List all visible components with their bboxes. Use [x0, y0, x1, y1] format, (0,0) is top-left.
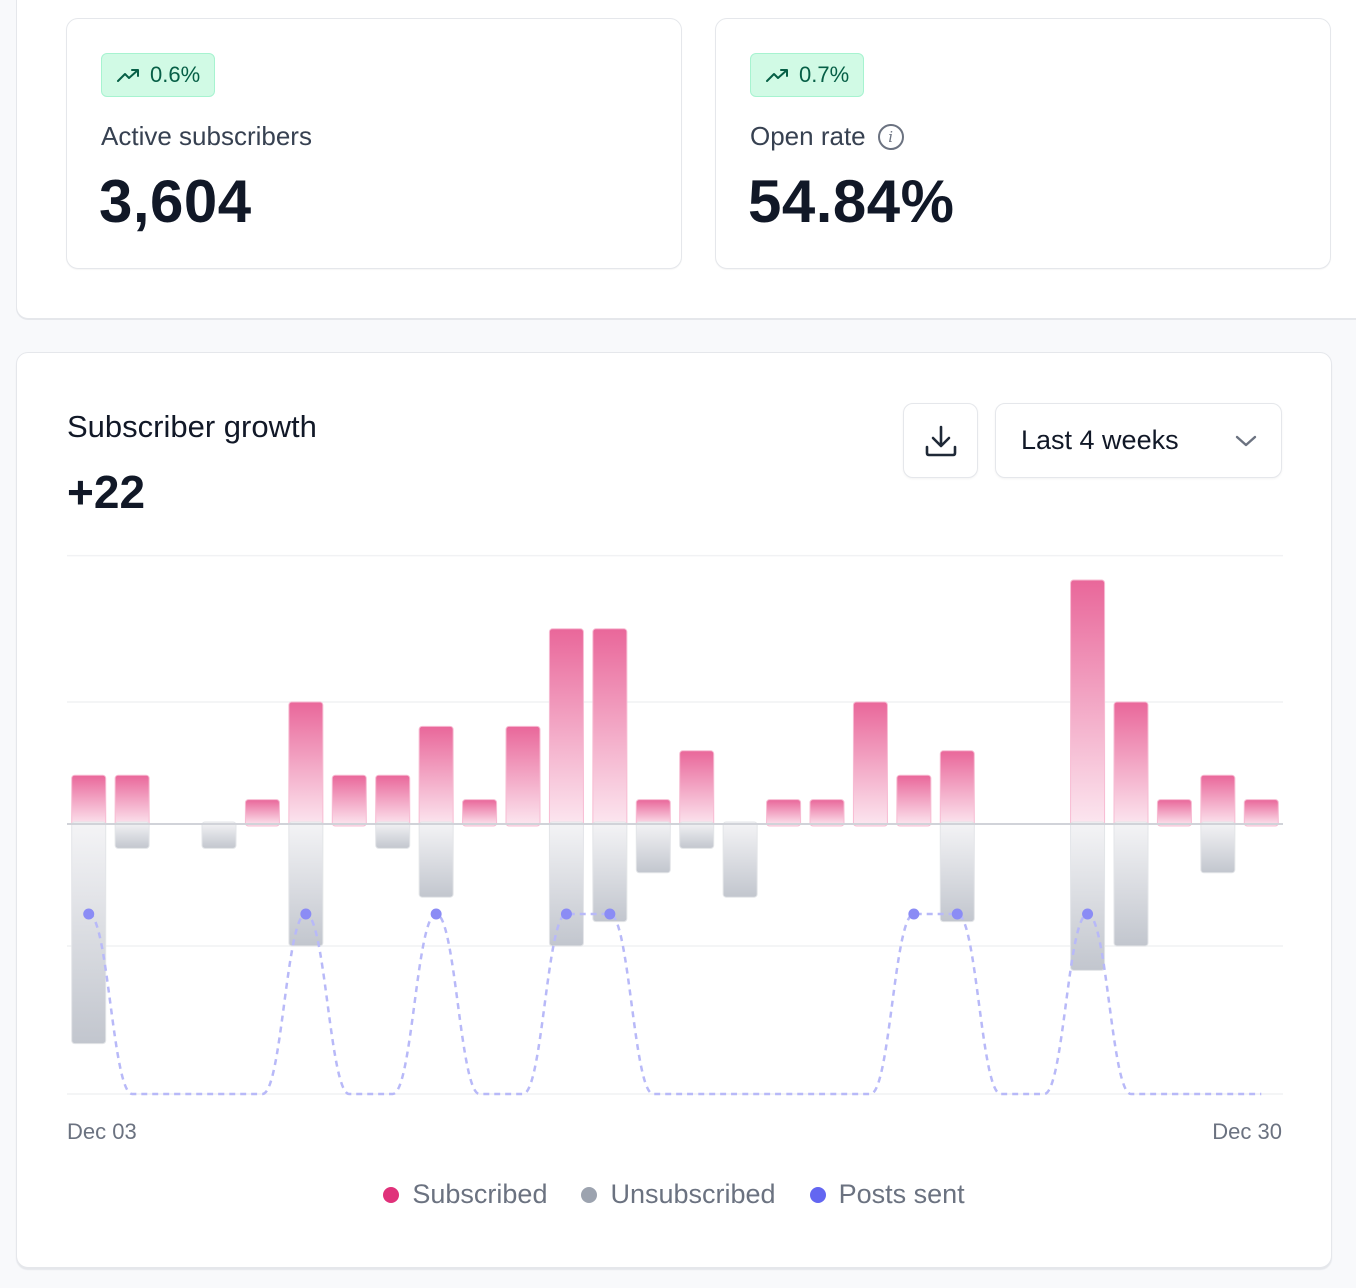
posts-sent-point[interactable] — [430, 908, 442, 920]
bar-subscribed[interactable] — [505, 725, 541, 827]
download-icon — [925, 425, 956, 456]
bar-subscribed[interactable] — [809, 799, 845, 827]
bar-unsubscribed[interactable] — [418, 821, 454, 898]
bar-unsubscribed[interactable] — [375, 821, 411, 849]
bar-subscribed[interactable] — [1200, 774, 1236, 827]
bar-subscribed[interactable] — [1070, 579, 1106, 827]
bar-subscribed[interactable] — [71, 774, 107, 827]
trend-up-icon — [117, 69, 139, 82]
bar-unsubscribed[interactable] — [939, 821, 975, 923]
posts-sent-point[interactable] — [604, 908, 616, 920]
change-value: 0.6% — [150, 62, 201, 87]
subscriber-growth-panel: Subscriber growth +22 Last 4 weeks Dec 0… — [16, 352, 1332, 1268]
legend-dot-subscribed — [383, 1186, 400, 1203]
legend-item-subscribed[interactable]: Subscribed — [383, 1179, 547, 1210]
bar-subscribed[interactable] — [1156, 799, 1192, 827]
change-value: 0.7% — [799, 62, 850, 87]
bar-subscribed[interactable] — [114, 774, 150, 827]
change-badge: 0.7% — [750, 53, 865, 97]
x-tick-start: Dec 03 — [67, 1119, 137, 1144]
legend-dot-unsubscribed — [581, 1186, 598, 1203]
legend-label: Subscribed — [412, 1179, 548, 1209]
posts-sent-point[interactable] — [908, 908, 920, 920]
x-tick-end: Dec 30 — [1212, 1119, 1282, 1144]
stat-label-text: Open rate — [750, 121, 866, 151]
bar-subscribed[interactable] — [896, 774, 932, 827]
bar-unsubscribed[interactable] — [71, 821, 107, 1045]
bar-subscribed[interactable] — [462, 799, 498, 827]
bar-unsubscribed[interactable] — [201, 821, 237, 849]
change-badge: 0.6% — [101, 53, 216, 97]
stat-label: Open rate i — [750, 121, 904, 152]
bar-subscribed[interactable] — [1243, 799, 1279, 827]
stat-label: Active subscribers — [101, 121, 312, 152]
info-icon[interactable]: i — [877, 123, 904, 150]
bar-subscribed[interactable] — [244, 799, 280, 827]
bar-unsubscribed[interactable] — [592, 821, 628, 923]
chart-title: Subscriber growth — [67, 409, 317, 444]
bar-subscribed[interactable] — [852, 701, 888, 827]
chevron-down-icon — [1235, 435, 1257, 446]
legend-item-unsubscribed[interactable]: Unsubscribed — [581, 1179, 776, 1210]
bar-unsubscribed[interactable] — [635, 821, 671, 874]
posts-sent-line — [88, 912, 1262, 1096]
stat-value: 54.84% — [748, 168, 955, 235]
legend-dot-posts — [809, 1186, 826, 1203]
posts-sent-point[interactable] — [951, 908, 963, 920]
growth-total: +22 — [67, 466, 146, 518]
subscriber-growth-chart: Dec 03 Dec 30 — [67, 554, 1283, 1144]
trend-up-icon — [766, 69, 788, 82]
bar-subscribed[interactable] — [288, 701, 324, 827]
bar-unsubscribed[interactable] — [1070, 821, 1106, 971]
stat-card-open-rate: 0.7% Open rate i 54.84% — [715, 18, 1331, 269]
chart-legend: Subscribed Unsubscribed Posts sent — [17, 1179, 1331, 1210]
legend-label: Posts sent — [838, 1179, 965, 1209]
bar-unsubscribed[interactable] — [722, 821, 758, 898]
bar-subscribed[interactable] — [548, 628, 584, 827]
bar-subscribed[interactable] — [592, 628, 628, 827]
download-button[interactable] — [903, 403, 978, 478]
bar-unsubscribed[interactable] — [548, 821, 584, 947]
stat-card-active-subscribers: 0.6% Active subscribers 3,604 — [66, 18, 682, 269]
date-range-value: Last 4 weeks — [1021, 425, 1179, 455]
stat-value: 3,604 — [99, 168, 252, 235]
posts-sent-point[interactable] — [560, 908, 572, 920]
bar-subscribed[interactable] — [375, 774, 411, 827]
bar-subscribed[interactable] — [939, 750, 975, 827]
bar-subscribed[interactable] — [679, 750, 715, 827]
posts-sent-point[interactable] — [1082, 908, 1094, 920]
bar-subscribed[interactable] — [418, 725, 454, 827]
bar-unsubscribed[interactable] — [114, 821, 150, 849]
legend-item-posts-sent[interactable]: Posts sent — [809, 1179, 965, 1210]
date-range-select[interactable]: Last 4 weeks — [995, 403, 1282, 478]
bar-unsubscribed[interactable] — [679, 821, 715, 849]
stat-label-text: Active subscribers — [101, 121, 312, 151]
bar-subscribed[interactable] — [331, 774, 367, 827]
bar-unsubscribed[interactable] — [1200, 821, 1236, 874]
posts-sent-point[interactable] — [300, 908, 312, 920]
bar-unsubscribed[interactable] — [1113, 821, 1149, 947]
bar-subscribed[interactable] — [766, 799, 802, 827]
bar-subscribed[interactable] — [1113, 701, 1149, 827]
posts-sent-point[interactable] — [83, 908, 95, 920]
bar-unsubscribed[interactable] — [288, 821, 324, 947]
legend-label: Unsubscribed — [610, 1179, 776, 1209]
